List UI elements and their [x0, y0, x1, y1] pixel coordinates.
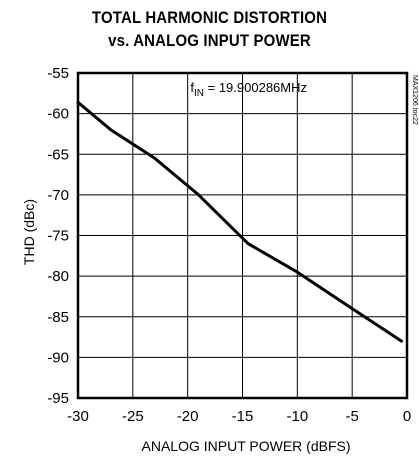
thd-series-line	[76, 100, 403, 343]
x-tick-label-5: -5	[345, 408, 358, 425]
y-tick-label-0: -55	[47, 65, 69, 82]
x-tick-label-2: -20	[177, 408, 199, 425]
plot-frame	[76, 71, 409, 400]
y-tick-label-4: -75	[47, 228, 69, 245]
grid-lines	[77, 72, 408, 399]
y-tick-label-7: -90	[47, 349, 69, 366]
annotation-prefix: f	[190, 80, 194, 95]
y-tick-label-1: -60	[47, 106, 69, 123]
y-tick-label-3: -70	[47, 187, 69, 204]
frequency-annotation: fIN = 19.900286MHz	[190, 80, 307, 99]
x-axis-label: ANALOG INPUT POWER (dBFS)	[142, 438, 351, 454]
chart-title: TOTAL HARMONIC DISTORTION	[91, 8, 328, 27]
y-tick-label-6: -85	[47, 309, 69, 326]
y-tick-label-5: -80	[47, 268, 69, 285]
figure-watermark: MAX1206 toc22	[411, 75, 418, 125]
x-tick-label-3: -15	[232, 408, 254, 425]
y-tick-label-8: -95	[47, 390, 69, 407]
y-tick-labels: -55 -60 -65 -70 -75 -80 -85 -90 -95	[47, 65, 69, 407]
y-tick-label-2: -65	[47, 146, 69, 163]
y-axis-label: THD (dBc)	[21, 199, 37, 265]
annotation-text: = 19.900286MHz	[204, 80, 307, 95]
x-tick-label-6: 0	[403, 408, 411, 425]
annotation-subscript: IN	[194, 88, 204, 99]
x-tick-labels: -30 -25 -20 -15 -10 -5 0	[67, 408, 411, 425]
x-tick-label-0: -30	[67, 408, 89, 425]
chart-subtitle: vs. ANALOG INPUT POWER	[108, 31, 311, 50]
x-tick-label-4: -10	[286, 408, 308, 425]
x-tick-label-1: -25	[122, 408, 144, 425]
